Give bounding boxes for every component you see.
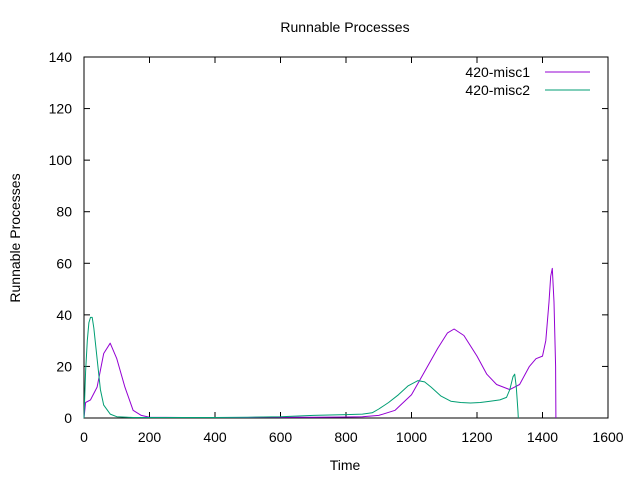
x-tick-label: 1600: [592, 429, 623, 445]
y-tick-label: 100: [49, 152, 73, 168]
y-tick-label: 60: [56, 255, 72, 271]
y-axis-label: Runnable Processes: [7, 173, 23, 302]
y-tick-label: 20: [56, 358, 72, 374]
x-tick-label: 0: [80, 429, 88, 445]
y-tick-label: 40: [56, 307, 72, 323]
series-line-420-misc2: [83, 316, 519, 419]
legend-label-420-misc2: 420-misc2: [465, 82, 530, 98]
x-tick-label: 1000: [396, 429, 427, 445]
x-tick-label: 400: [203, 429, 227, 445]
y-tick-label: 140: [49, 49, 73, 65]
plot-area: 0 200 400 600 800 1000 1200 1400 1600 0 20 40 60 80 10…: [49, 49, 624, 445]
legend-label-420-misc1: 420-misc1: [465, 64, 530, 80]
x-tick-label: 600: [269, 429, 293, 445]
y-tick-label: 80: [56, 204, 72, 220]
series-line-420-misc1: [83, 267, 557, 419]
plot-frame: [83, 56, 609, 419]
chart-title: Runnable Processes: [280, 19, 409, 35]
x-tick-label: 200: [138, 429, 162, 445]
x-tick-label: 1400: [527, 429, 558, 445]
y-tick-label: 0: [64, 410, 72, 426]
x-tick-label: 800: [334, 429, 358, 445]
x-axis-label: Time: [330, 457, 361, 473]
x-tick-label: 1200: [461, 429, 492, 445]
y-tick-label: 120: [49, 101, 73, 117]
